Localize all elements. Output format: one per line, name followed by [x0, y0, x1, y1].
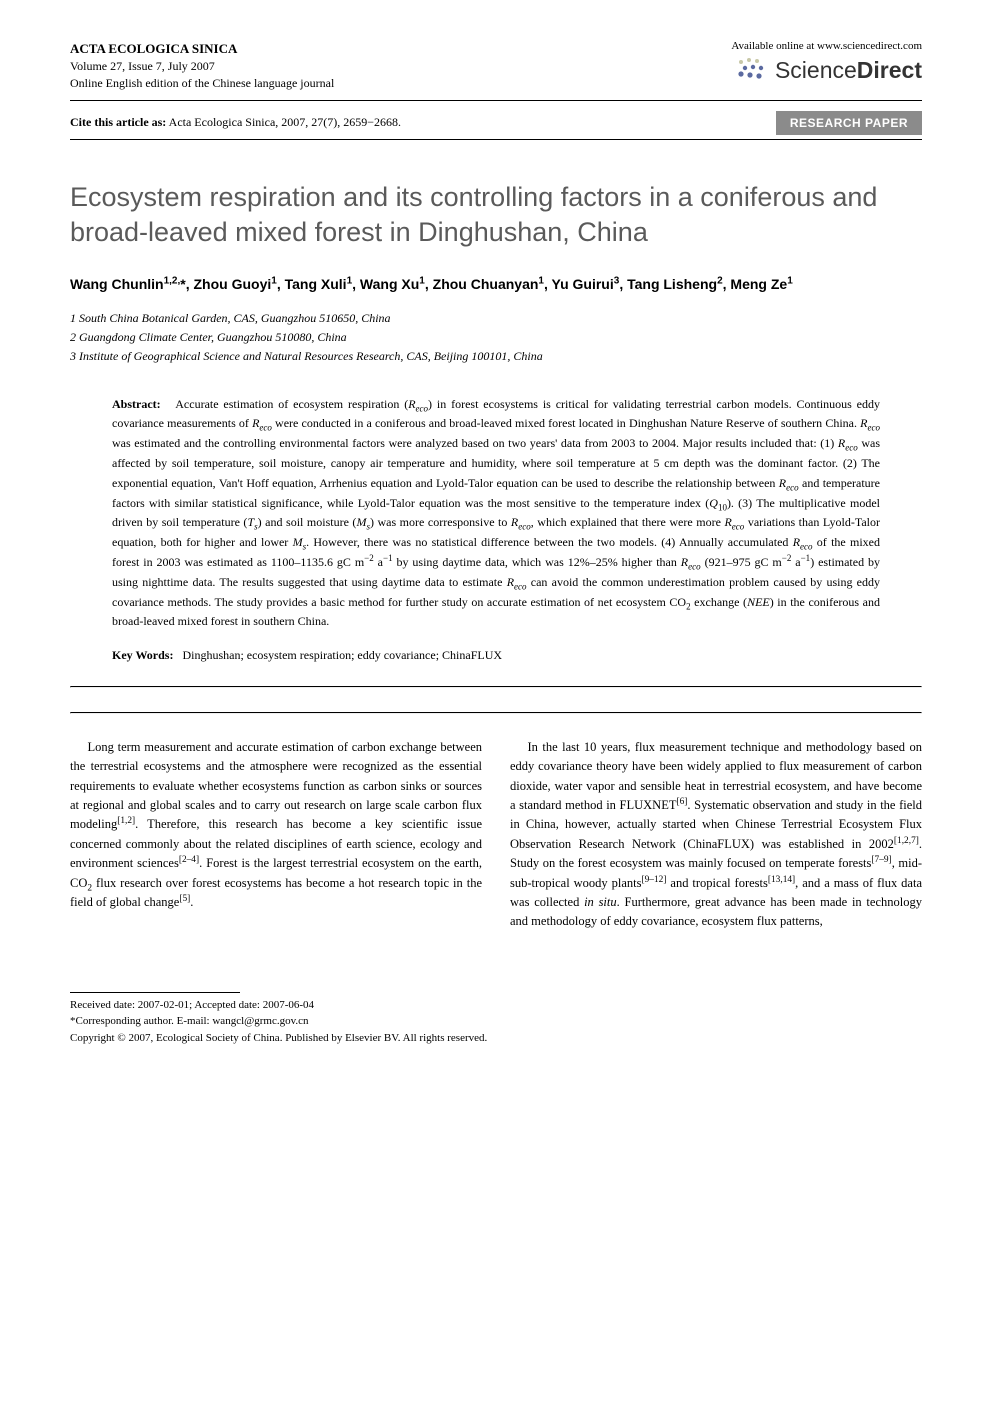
received-date: Received date: 2007-02-01; Accepted date… — [70, 997, 922, 1014]
header-rule — [70, 100, 922, 101]
keywords-paragraph: Key Words: Dinghushan; ecosystem respira… — [112, 646, 880, 666]
corresponding-author: *Corresponding author. E-mail: wangcl@gr… — [70, 1013, 922, 1030]
page-header: ACTA ECOLOGICA SINICA Volume 27, Issue 7… — [70, 40, 922, 92]
cite-label: Cite this article as: — [70, 115, 166, 129]
abstract-block: Abstract: Accurate estimation of ecosyst… — [70, 395, 922, 666]
research-paper-badge: RESEARCH PAPER — [776, 111, 922, 135]
cite-rule — [70, 139, 922, 140]
abstract-label: Abstract: — [112, 397, 161, 411]
keywords-text: Dinghushan; ecosystem respiration; eddy … — [182, 648, 502, 662]
cite-text: Acta Ecologica Sinica, 2007, 27(7), 2659… — [166, 115, 401, 129]
journal-edition: Online English edition of the Chinese la… — [70, 75, 334, 92]
footer-rule — [70, 992, 240, 993]
body-text: Long term measurement and accurate estim… — [70, 738, 922, 932]
body-paragraph-1: Long term measurement and accurate estim… — [70, 738, 482, 912]
journal-name: ACTA ECOLOGICA SINICA — [70, 40, 334, 58]
citation-text-wrap: Cite this article as: Acta Ecologica Sin… — [70, 115, 401, 130]
sd-word-1: Science — [775, 57, 857, 83]
abstract-paragraph: Abstract: Accurate estimation of ecosyst… — [112, 395, 880, 633]
sciencedirect-wordmark: ScienceDirect — [775, 57, 922, 84]
article-title: Ecosystem respiration and its controllin… — [70, 180, 922, 250]
sciencedirect-logo: ScienceDirect — [731, 56, 922, 84]
online-block: Available online at www.sciencedirect.co… — [731, 40, 922, 84]
available-online-text: Available online at www.sciencedirect.co… — [731, 40, 922, 52]
citation-row: Cite this article as: Acta Ecologica Sin… — [70, 111, 922, 135]
journal-volume: Volume 27, Issue 7, July 2007 — [70, 58, 334, 75]
body-paragraph-2: In the last 10 years, flux measurement t… — [510, 738, 922, 932]
abstract-bottom-rule — [70, 712, 922, 714]
affiliations: 1 South China Botanical Garden, CAS, Gua… — [70, 309, 922, 367]
abstract-text: Accurate estimation of ecosystem respira… — [112, 397, 880, 629]
keywords-label: Key Words: — [112, 648, 173, 662]
sciencedirect-dots-icon — [735, 56, 769, 84]
copyright: Copyright © 2007, Ecological Society of … — [70, 1030, 922, 1047]
affil-3: 3 Institute of Geographical Science and … — [70, 347, 922, 366]
page-footer: Received date: 2007-02-01; Accepted date… — [70, 992, 922, 1047]
journal-info: ACTA ECOLOGICA SINICA Volume 27, Issue 7… — [70, 40, 334, 92]
affil-2: 2 Guangdong Climate Center, Guangzhou 51… — [70, 328, 922, 347]
sd-word-2: Direct — [857, 57, 922, 83]
author-list: Wang Chunlin1,2,*, Zhou Guoyi1, Tang Xul… — [70, 274, 922, 295]
affil-1: 1 South China Botanical Garden, CAS, Gua… — [70, 309, 922, 328]
abstract-top-rule — [70, 686, 922, 688]
